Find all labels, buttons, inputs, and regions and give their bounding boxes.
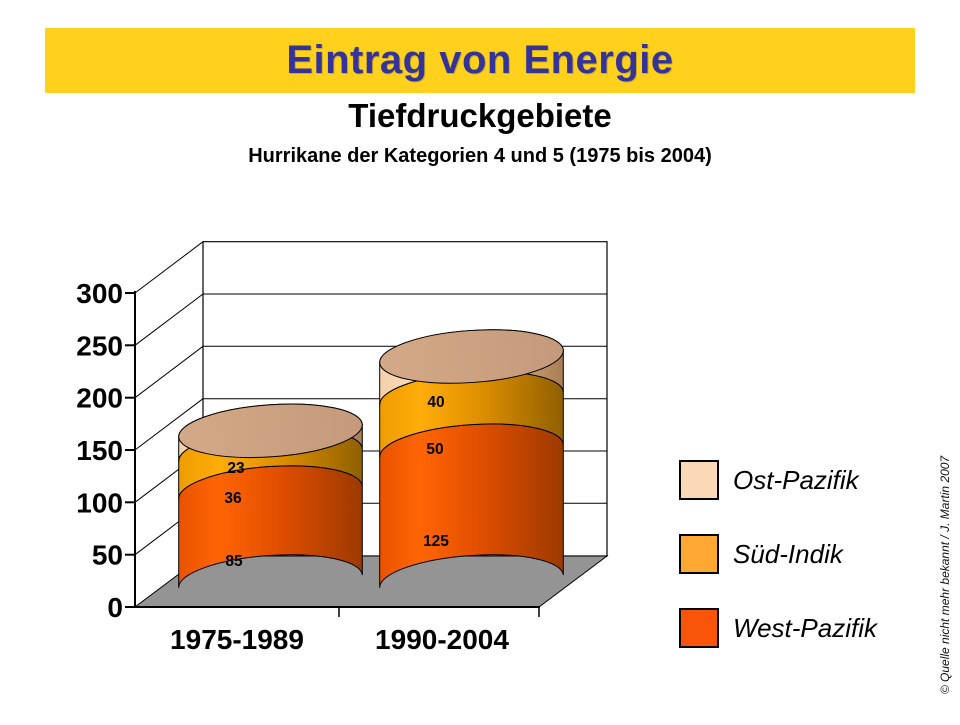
data-label-sued-bar1: 36 (224, 490, 242, 507)
y-tick-label: 200 (76, 383, 123, 414)
y-axis (125, 291, 136, 608)
title-banner: Eintrag von Energie (45, 28, 915, 93)
data-label-west-bar2: 125 (423, 533, 449, 550)
y-tick-label: 300 (76, 278, 123, 309)
x-axis (134, 606, 540, 617)
data-label-ost-bar2: 40 (427, 394, 444, 411)
y-tick-label: 50 (92, 540, 123, 571)
data-label-ost-bar1: 23 (227, 460, 245, 477)
legend-swatch-west-pazifik (679, 608, 719, 648)
chart-legend: Ost-Pazifik Süd-Indik West-Pazifik (679, 460, 877, 682)
legend-swatch-ost-pazifik (679, 460, 719, 500)
data-label-west-bar1: 85 (225, 553, 243, 570)
bar-1990-2004 (379, 329, 564, 588)
legend-item-west-pazifik: West-Pazifik (679, 608, 877, 648)
x-tick-label: 1975-1989 (170, 624, 304, 655)
x-tick-label: 1990-2004 (375, 624, 509, 655)
y-tick-label: 0 (107, 592, 123, 623)
legend-label: Ost-Pazifik (733, 464, 859, 495)
page-title: Tiefdruckgebiete (348, 97, 612, 134)
data-labels: 23 36 85 40 50 125 (224, 394, 449, 570)
legend-swatch-sued-indik (679, 534, 719, 574)
page-subtitle: Hurrikane der Kategorien 4 und 5 (1975 b… (248, 145, 712, 167)
y-tick-label: 250 (76, 330, 123, 361)
y-axis-labels: 300 250 200 150 100 50 0 (76, 278, 123, 623)
legend-item-ost-pazifik: Ost-Pazifik (679, 460, 877, 500)
bar1-top-face (178, 403, 363, 459)
x-axis-labels: 1975-1989 1990-2004 (170, 624, 509, 655)
y-tick-label: 150 (76, 435, 123, 466)
data-label-sued-bar2: 50 (426, 441, 443, 458)
legend-label: West-Pazifik (733, 612, 877, 643)
y-tick-label: 100 (76, 487, 123, 518)
legend-label: Süd-Indik (733, 538, 843, 569)
source-credit: © Quelle nicht mehr bekannt / J. Martin … (938, 455, 952, 695)
bar-1975-1989 (178, 403, 363, 588)
banner-title: Eintrag von Energie (286, 38, 674, 82)
bar2-top-face (379, 329, 564, 384)
legend-item-sued-indik: Süd-Indik (679, 534, 877, 574)
